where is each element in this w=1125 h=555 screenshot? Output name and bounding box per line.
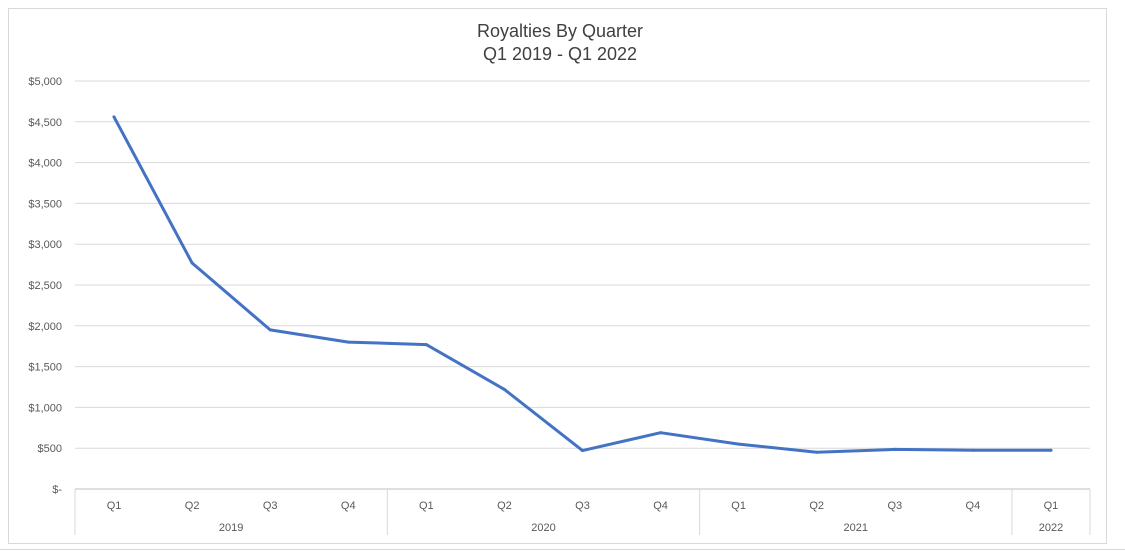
data-point [502,387,506,391]
x-tick-label: Q1 [731,500,746,512]
data-point [1049,448,1053,452]
bottom-divider [0,549,1125,550]
data-point [268,328,272,332]
x-tick-label: Q1 [419,500,434,512]
y-tick-label: $4,000 [28,158,62,170]
y-tick-label: $3,000 [28,239,62,251]
x-tick-label: Q4 [653,500,668,512]
y-tick-label: $5,000 [28,76,62,88]
y-tick-label: $500 [38,443,62,455]
x-tick-label: Q3 [887,500,902,512]
y-tick-label: $2,500 [28,280,62,292]
gridlines [75,80,1090,490]
chart-title: Royalties By Quarter [477,21,643,41]
x-tick-label: Q2 [497,500,512,512]
x-group-label: 2022 [1039,522,1063,534]
data-point [893,447,897,451]
y-tick-label: $1,000 [28,402,62,414]
data-point [112,115,116,119]
chart-subtitle: Q1 2019 - Q1 2022 [483,44,637,64]
x-group-label: 2020 [531,522,555,534]
x-group-label: 2019 [219,522,243,534]
data-point [659,431,663,435]
x-tick-label: Q2 [809,500,824,512]
data-point [424,343,428,347]
x-tick-label: Q1 [1044,500,1059,512]
data-point [190,261,194,265]
y-axis: $- $500 $1,000 $1,500 $2,000 $2,500 $3,000 $3,5… [28,76,62,496]
data-point [346,340,350,344]
data-point [971,448,975,452]
y-tick-label: $2,000 [28,321,62,333]
x-axis: Q1 Q2 Q3 Q4 Q1 Q2 Q3 Q4 Q1 Q2 Q3 Q4 Q1 2019 2020 2021 20… [74,489,1091,535]
x-tick-label: Q3 [263,500,278,512]
series-group [112,115,1053,454]
x-tick-label: Q1 [107,500,122,512]
data-point [581,449,584,453]
x-tick-label: Q2 [185,500,200,512]
y-tick-label: $1,500 [28,362,62,374]
x-tick-label: Q4 [341,500,356,512]
y-tick-label: $4,500 [28,117,62,129]
chart-frame [8,8,1107,544]
data-point [737,442,741,446]
data-point [815,450,819,454]
y-tick-label: $3,500 [28,198,62,210]
y-tick-label: $- [52,484,62,496]
x-tick-label: Q4 [966,500,981,512]
x-tick-label: Q3 [575,500,590,512]
x-group-label: 2021 [844,522,868,534]
